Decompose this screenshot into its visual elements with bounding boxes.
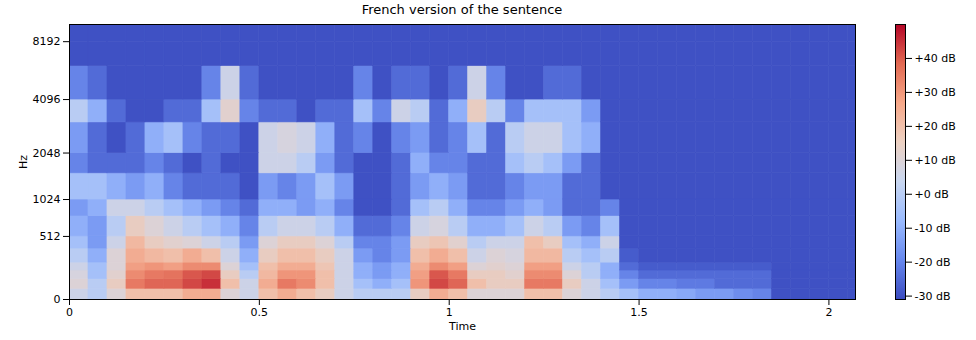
svg-text:Hz: Hz: [17, 155, 30, 169]
svg-text:+0 dB: +0 dB: [915, 188, 949, 201]
svg-text:1024: 1024: [33, 193, 61, 206]
svg-text:0: 0: [66, 306, 73, 319]
svg-text:8192: 8192: [33, 35, 61, 48]
svg-text:2048: 2048: [33, 147, 61, 160]
svg-text:512: 512: [40, 230, 61, 243]
svg-text:-20 dB: -20 dB: [915, 256, 951, 269]
svg-text:+20 dB: +20 dB: [915, 120, 956, 133]
svg-text:0: 0: [54, 293, 61, 306]
svg-text:+30 dB: +30 dB: [915, 86, 956, 99]
svg-text:+40 dB: +40 dB: [915, 52, 956, 65]
svg-text:-30 dB: -30 dB: [915, 290, 951, 303]
svg-text:1.5: 1.5: [630, 306, 648, 319]
svg-text:1: 1: [446, 306, 453, 319]
svg-text:-10 dB: -10 dB: [915, 222, 951, 235]
svg-text:Time: Time: [448, 320, 476, 333]
svg-text:0.5: 0.5: [251, 306, 269, 319]
html-text:French version of the sentence: French version of the sentence: [361, 2, 563, 17]
svg-text:+10 dB: +10 dB: [915, 154, 956, 167]
svg-text:4096: 4096: [33, 93, 61, 106]
svg-text:2: 2: [825, 306, 832, 319]
